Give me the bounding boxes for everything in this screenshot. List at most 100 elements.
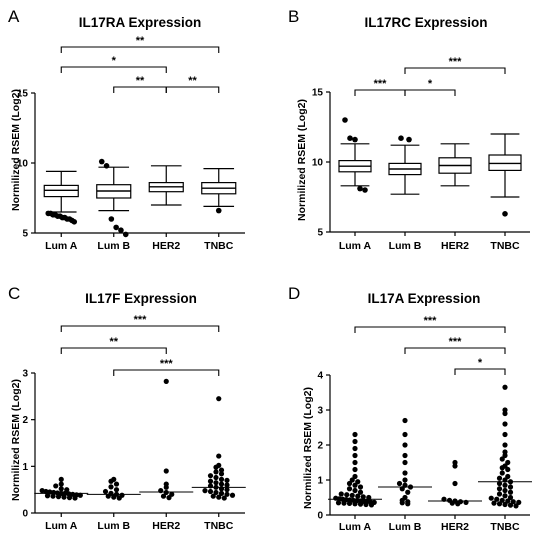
- data-point: [357, 489, 364, 495]
- data-point: [355, 493, 361, 499]
- outlier-point: [406, 136, 412, 143]
- category-label: Lum B: [97, 520, 130, 532]
- data-point: [402, 452, 408, 459]
- data-point: [44, 493, 51, 499]
- data-point: [338, 491, 344, 497]
- data-point: [58, 486, 64, 492]
- data-point: [502, 449, 508, 455]
- panel-c-categories: Lum A Lum B HER2 TNBC: [45, 513, 234, 532]
- data-point: [402, 477, 408, 483]
- panel-c-letter: C: [8, 284, 20, 303]
- data-point: [494, 496, 500, 502]
- significance-bracket: [60, 347, 167, 354]
- outlier-point: [118, 227, 124, 233]
- panel-b-ylabel: Normilized RSEM (Log2): [296, 99, 308, 221]
- panel-b-letter: B: [288, 7, 299, 26]
- data-point: [507, 484, 514, 490]
- significance-label: ***: [134, 314, 148, 326]
- panel-c: C IL17F Expression Normilized RSEM (Log2…: [8, 284, 246, 532]
- data-point: [402, 442, 408, 448]
- data-point: [507, 489, 514, 495]
- data-point: [111, 476, 117, 482]
- data-point: [160, 493, 167, 499]
- panel-a-brackets: ***** **: [60, 35, 220, 93]
- data-point: [499, 470, 505, 476]
- significance-label: **: [109, 336, 118, 348]
- data-point: [352, 459, 358, 466]
- panel-d-marks: [328, 375, 532, 516]
- outlier-point: [352, 136, 358, 143]
- significance-label: ***: [424, 315, 438, 327]
- data-point: [352, 431, 358, 438]
- category-label: TNBC: [204, 240, 234, 252]
- y-tick-label: 5: [317, 228, 323, 239]
- category-label: Lum A: [45, 240, 78, 252]
- y-tick-label: 1: [22, 462, 28, 473]
- data-point: [499, 456, 505, 462]
- data-point: [218, 490, 225, 496]
- category-label: Lum A: [339, 521, 372, 533]
- significance-bracket: [404, 89, 456, 96]
- y-tick-label: 15: [17, 89, 29, 100]
- significance-label: ***: [374, 78, 388, 90]
- data-point: [510, 499, 516, 505]
- data-point: [502, 442, 508, 448]
- data-point: [502, 482, 508, 488]
- panel-a: A IL17RA Expression Normilized RSEM (Log…: [8, 7, 245, 252]
- data-point: [216, 494, 222, 500]
- significance-label: *: [112, 55, 117, 67]
- outlier-point: [113, 224, 119, 231]
- data-point: [496, 486, 503, 492]
- data-point: [163, 378, 169, 384]
- data-point: [58, 481, 64, 487]
- panel-b-categories: Lum A Lum B HER2 TNBC: [339, 232, 520, 252]
- data-point: [496, 475, 503, 481]
- data-point: [210, 493, 216, 499]
- y-tick-label: 4: [317, 371, 323, 382]
- significance-bracket: [60, 66, 167, 73]
- data-point: [357, 484, 364, 490]
- category-label: Lum B: [389, 521, 422, 533]
- category-label: Lum B: [389, 240, 422, 252]
- data-point: [502, 431, 508, 438]
- data-point: [213, 489, 219, 496]
- data-point: [229, 492, 236, 498]
- data-point: [224, 491, 230, 497]
- panel-d-brackets: *******: [354, 315, 506, 375]
- data-point: [352, 438, 358, 445]
- panel-b-y-ticks: 5 10 15: [312, 88, 330, 239]
- outlier-point: [502, 211, 508, 217]
- data-point: [457, 499, 464, 505]
- outlier-point: [71, 219, 78, 225]
- outlier-point: [398, 135, 404, 141]
- data-point: [452, 480, 458, 487]
- data-point: [216, 396, 222, 402]
- data-point: [349, 492, 355, 498]
- significance-label: ***: [449, 336, 463, 348]
- data-point: [488, 495, 494, 501]
- data-point: [352, 482, 358, 488]
- data-point: [207, 478, 214, 484]
- data-point: [221, 495, 227, 501]
- data-point: [218, 471, 225, 477]
- data-point: [108, 484, 114, 490]
- data-point: [502, 487, 508, 494]
- data-point: [499, 497, 505, 503]
- significance-label: *: [478, 357, 483, 369]
- panel-c-ylabel: Normilized RSEM (Log2): [10, 379, 22, 501]
- data-point: [218, 476, 225, 482]
- data-point: [491, 500, 497, 506]
- data-point: [224, 487, 230, 493]
- data-point: [502, 407, 508, 413]
- y-tick-label: 3: [317, 406, 323, 417]
- data-point: [213, 474, 219, 481]
- data-point: [496, 491, 503, 497]
- significance-bracket: [404, 347, 506, 354]
- category-label: TNBC: [490, 521, 520, 533]
- panel-a-letter: A: [8, 7, 20, 26]
- data-point: [352, 487, 358, 494]
- data-point: [402, 431, 408, 438]
- data-point: [207, 473, 214, 479]
- category-label: Lum B: [97, 240, 130, 252]
- data-point: [402, 459, 408, 466]
